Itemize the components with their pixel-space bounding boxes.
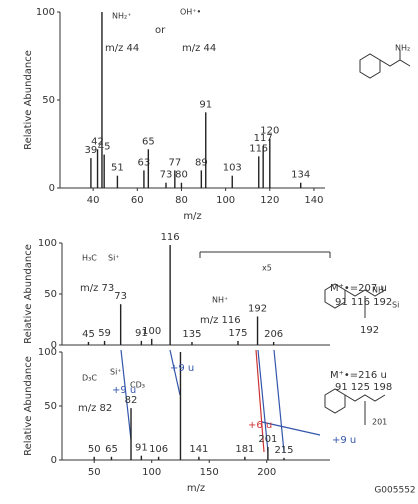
peak-label: 45 (82, 329, 95, 340)
peak-label: 63 (138, 157, 151, 168)
x-tick-label: 40 (87, 195, 100, 206)
annotation: 91 125 198 (335, 382, 392, 393)
arrows (120, 349, 321, 453)
structures (199, 50, 411, 425)
x-axis-label: m/z (183, 211, 201, 222)
peak-label: 91 (135, 443, 148, 454)
x-tick-label: 100 (142, 467, 161, 478)
annotation: m/z 44 (182, 43, 216, 54)
peak-label: 73 (160, 170, 173, 181)
axes (59, 12, 325, 189)
annotation: +9 u (170, 363, 194, 374)
x-tick-label: 140 (304, 195, 323, 206)
annotation: H₃C (82, 254, 97, 263)
annotation: M⁺•=216 u (330, 370, 387, 381)
peak-label: 206 (264, 329, 283, 340)
annotation: Si⁺ (108, 254, 120, 263)
annotation: M⁺•=207 u (330, 283, 387, 294)
annotation: NH⁺ (212, 296, 228, 305)
annotation: NH₂ (395, 44, 410, 53)
peak-label: 115 (249, 143, 268, 154)
x-tick-label: 100 (216, 195, 235, 206)
peak-label: 89 (195, 157, 208, 168)
annotation: 201 (372, 418, 387, 427)
x-tick-label: 60 (131, 195, 144, 206)
peak-label: 120 (260, 126, 279, 137)
peak-label: 181 (235, 444, 254, 455)
peak-label: 51 (111, 163, 124, 174)
annotation: +9 u (112, 385, 136, 396)
peak-label: 100 (142, 326, 161, 337)
peak-label: 50 (88, 444, 101, 455)
x-tick-label: 80 (175, 195, 188, 206)
annotation: CD₃ (130, 381, 145, 390)
annotation: Si⁺ (110, 368, 122, 377)
x-tick-label: 150 (200, 467, 219, 478)
peak-label: 134 (291, 170, 310, 181)
y-axis-label: Relative Abundance (23, 356, 34, 456)
annotation: m/z 73 (80, 283, 114, 294)
x-tick-label: 200 (257, 467, 276, 478)
x-tick-label: 120 (260, 195, 279, 206)
annotation: NH (372, 286, 384, 295)
annotation: D₃C (82, 374, 97, 383)
peak-label: 45 (98, 142, 111, 153)
peak-label: 42 (91, 136, 104, 147)
annotation: m/z 82 (78, 403, 112, 414)
y-tick-label: 0 (51, 455, 57, 466)
peak-label: 103 (223, 163, 242, 174)
annotation: +6 u (248, 420, 272, 431)
peak-label: 116 (161, 232, 180, 243)
y-tick-label: 100 (36, 7, 55, 18)
peak-label: 77 (168, 157, 181, 168)
annotation: or (155, 25, 166, 36)
x-tick-label: 50 (88, 467, 101, 478)
peak-label: 65 (105, 444, 118, 455)
annotation: m/z 44 (105, 43, 139, 54)
peak-label: 73 (114, 291, 127, 302)
peak-label: 59 (98, 328, 111, 339)
x-axis-label: m/z (187, 483, 205, 494)
peak-label: 91 (199, 99, 212, 110)
peak-label: 106 (149, 444, 168, 455)
annotation: 192 (360, 325, 379, 336)
peak-label: 80 (175, 170, 188, 181)
y-tick-label: 50 (44, 289, 57, 300)
peak-label: 117 (254, 133, 273, 144)
annotation: OH⁺• (180, 8, 201, 17)
y-tick-label: 100 (38, 347, 57, 358)
peak-label: 82 (125, 395, 138, 406)
y-axis-label: Relative Abundance (23, 244, 34, 344)
peak-label: 175 (228, 328, 247, 339)
annotation: m/z 116 (200, 315, 241, 326)
peak-label: 91 (135, 328, 148, 339)
peak-label: 141 (189, 444, 208, 455)
annotation: +9 u (332, 435, 356, 446)
figure-code: G005552 (374, 486, 415, 496)
peak-label: 201 (258, 434, 277, 445)
annotation: 91 116 192 (335, 297, 392, 308)
y-tick-label: 50 (44, 401, 57, 412)
annotation: Si (392, 301, 399, 310)
peak-label: 39 (85, 145, 98, 156)
peak-label: 135 (182, 329, 201, 340)
y-tick-label: 100 (38, 238, 57, 249)
peak-label: 192 (248, 303, 267, 314)
y-tick-label: 0 (51, 340, 57, 351)
peak-label: 215 (274, 445, 293, 456)
y-axis-label: Relative Abundance (23, 50, 34, 150)
peak-label: 65 (142, 136, 155, 147)
y-tick-label: 50 (42, 95, 55, 106)
annotation: NH₂⁺ (112, 12, 131, 21)
annotation: x5 (262, 264, 272, 273)
y-tick-label: 0 (49, 183, 55, 194)
